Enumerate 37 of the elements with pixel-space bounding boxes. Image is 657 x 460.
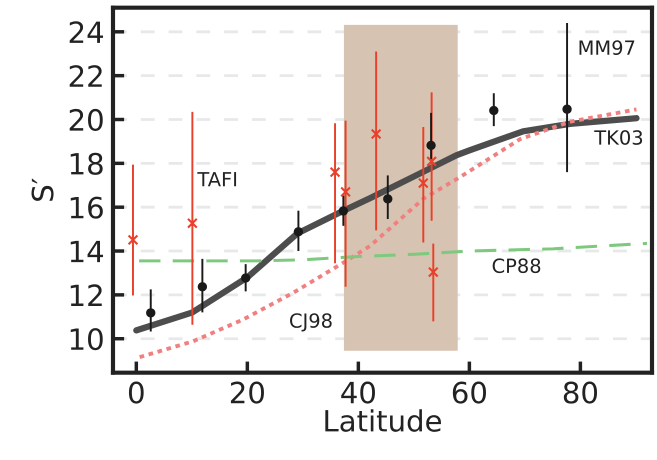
point (294, 227, 304, 236)
x-tick-label: 80 (564, 382, 598, 404)
point (426, 156, 438, 167)
series-label: TK03 (594, 130, 642, 145)
point (340, 186, 352, 198)
point (198, 282, 208, 292)
x-tick-label: 20 (230, 382, 264, 404)
y-tick-label: 22 (70, 65, 102, 87)
point (426, 140, 436, 150)
y-tick-label: 12 (70, 284, 102, 306)
point (370, 128, 382, 140)
series-label: CP88 (492, 258, 540, 274)
point (241, 273, 250, 283)
y-tick-label: 24 (70, 21, 104, 43)
y-tick-label: 10 (70, 328, 103, 350)
x-tick-label: 60 (452, 382, 486, 404)
series-label: TAFI (197, 172, 236, 186)
y-tick-label: 14 (70, 240, 104, 262)
x-tick-label: 0 (128, 382, 144, 404)
y-tick-label: 20 (70, 108, 103, 131)
y-tick-label: 16 (70, 196, 103, 219)
x-tick-label: 40 (341, 382, 375, 404)
point (146, 308, 156, 318)
point (186, 218, 198, 229)
y-axis-title: S′ (32, 178, 54, 201)
point (418, 178, 429, 189)
point (128, 234, 138, 246)
point (428, 266, 439, 278)
point (338, 206, 348, 216)
series-label: CJ98 (290, 313, 332, 332)
y-tick-label: 18 (70, 152, 103, 175)
point (489, 106, 498, 116)
point (562, 104, 572, 114)
point (383, 194, 392, 204)
text: MM97 (580, 40, 634, 55)
point (330, 166, 340, 178)
x-axis-title: Latitude (325, 409, 441, 432)
